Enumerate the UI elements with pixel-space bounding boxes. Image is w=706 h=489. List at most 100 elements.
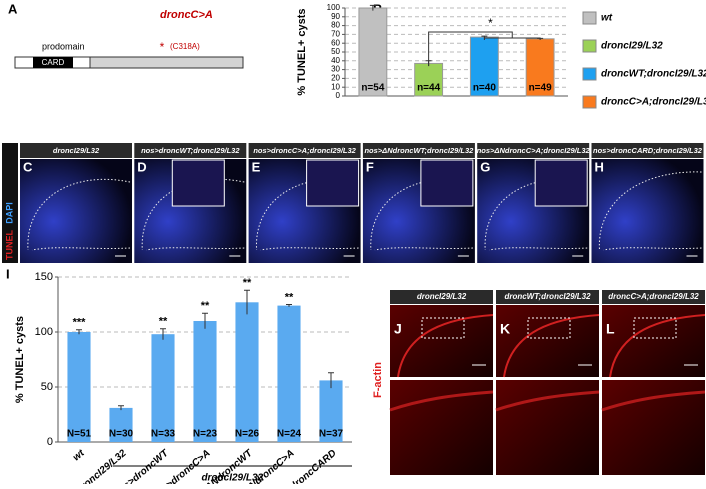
y-tick-label: 70 (331, 30, 340, 39)
panel-label: I (6, 266, 10, 281)
legend-label: droncI29/L32 (601, 41, 663, 52)
mutant-label: droncC>A (160, 9, 213, 21)
bar (151, 334, 175, 442)
error-bar (160, 328, 166, 340)
card-domain (33, 57, 73, 68)
y-tick-label: 0 (47, 436, 53, 448)
side-label: DAPI (4, 202, 14, 224)
y-tick-label: 90 (331, 12, 340, 21)
significance: ** (243, 277, 252, 289)
panel-letter: L (606, 321, 615, 337)
n-label: N=37 (319, 429, 344, 440)
inset (420, 159, 474, 207)
panel-letter: G (480, 159, 490, 174)
panel-header (134, 143, 247, 158)
side-label: TUNEL (4, 230, 14, 260)
y-axis-label: % TUNEL+ cysts (14, 316, 26, 403)
zoom-image (602, 380, 705, 475)
panel-letter: D (137, 159, 146, 174)
panel-letter: J (394, 321, 402, 337)
micrograph (20, 159, 132, 263)
zoom-structure (495, 390, 600, 412)
bar (525, 38, 555, 97)
y-tick-label: 100 (327, 3, 341, 12)
n-label: n=49 (529, 83, 553, 94)
zoom-box (633, 317, 677, 339)
legend-label: wt (601, 13, 613, 24)
bar (67, 332, 91, 442)
y-tick-label: 0 (336, 91, 341, 100)
panel-header-label: nos>droncC>A;droncI29/L32 (253, 146, 356, 155)
bar (235, 302, 259, 442)
y-tick-label: 20 (331, 74, 340, 83)
bar (358, 7, 388, 97)
legend-swatch (582, 95, 597, 109)
n-label: N=24 (277, 429, 302, 440)
panel-header (477, 143, 590, 158)
y-tick-label: 80 (331, 21, 340, 30)
n-label: n=40 (473, 83, 497, 94)
panel-header (602, 290, 705, 304)
panel-header (362, 143, 475, 158)
inset (171, 159, 225, 207)
y-tick-label: 10 (331, 82, 340, 91)
card-label: CARD (42, 58, 65, 67)
panel-letter: E (252, 159, 261, 174)
y-tick-label: 50 (331, 47, 340, 56)
cyst-outline (370, 178, 473, 251)
error-bar (76, 329, 82, 335)
bar (414, 62, 444, 97)
panel-header-label: nos>ΔNdroncC>A;droncI29/L32 (477, 146, 591, 155)
error-bar (328, 372, 334, 389)
panel-label: A (8, 1, 18, 16)
n-label: n=54 (361, 83, 385, 94)
mutation-label: (C318A) (170, 42, 200, 51)
bar (193, 321, 217, 442)
zoom-image (496, 380, 599, 475)
cyst-outline (598, 171, 702, 251)
significance: ** (201, 300, 210, 312)
panel-letter: K (500, 321, 510, 337)
panel-header-label: droncWT;droncI29/L32 (504, 292, 591, 301)
bar (319, 380, 343, 442)
zoom-box (421, 317, 465, 339)
x-tick-label: wt (71, 447, 87, 463)
significance: ** (285, 291, 294, 303)
significance: ** (159, 316, 168, 328)
zoom-box (527, 317, 571, 339)
n-label: N=51 (67, 429, 92, 440)
y-tick-label: 40 (331, 56, 340, 65)
y-tick-label: 50 (41, 381, 53, 393)
cyst-outline (484, 178, 588, 251)
y-tick-label: 100 (35, 326, 53, 338)
prodomain-label: prodomain (42, 41, 85, 51)
legend-label: droncWT;droncI29/L32 (601, 69, 706, 80)
cyst-outline (256, 178, 359, 251)
error-bar (118, 405, 124, 411)
error-bar (244, 289, 250, 315)
side-label: F-actin (372, 362, 384, 398)
zoom-structure (389, 390, 494, 412)
panel-header (20, 143, 132, 158)
legend-swatch (582, 11, 597, 25)
significance: *** (73, 317, 87, 329)
side-strip (2, 143, 18, 263)
inset (306, 159, 360, 207)
error-bar (286, 304, 292, 307)
significance: * (488, 16, 493, 30)
y-tick-label: 60 (331, 38, 340, 47)
legend-swatch (582, 67, 597, 81)
panel-header (248, 143, 361, 158)
panel-header-label: droncC>A;droncI29/L32 (608, 292, 699, 301)
panel-header (496, 290, 599, 304)
panel-letter: C (23, 159, 33, 174)
tissue-edge (609, 314, 706, 378)
y-tick-label: 150 (35, 271, 53, 283)
legend-swatch (582, 39, 597, 53)
mutation-asterisk: * (160, 40, 165, 54)
n-label: N=33 (151, 429, 176, 440)
cyst-outline (141, 178, 245, 251)
panel-letter: F (366, 159, 374, 174)
